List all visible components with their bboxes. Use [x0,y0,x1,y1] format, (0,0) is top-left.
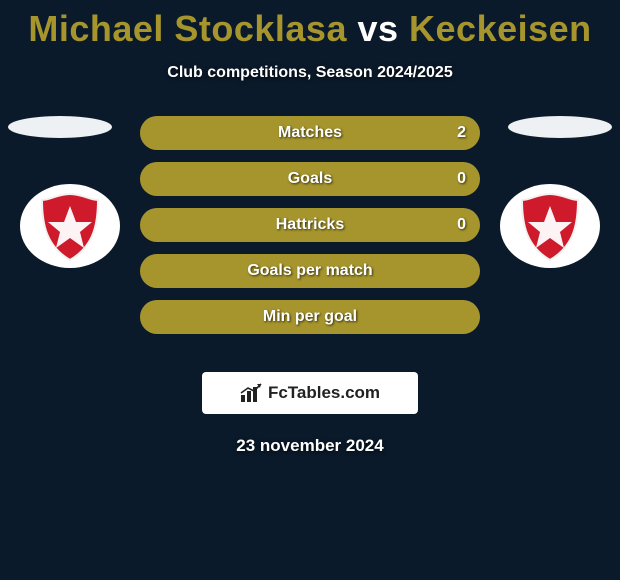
stat-bar: Goals per match [140,254,480,288]
stat-label: Min per goal [140,308,480,326]
player-right-ellipse [508,116,612,138]
stat-label: Goals [140,170,480,188]
title-player-left: Michael Stocklasa [28,8,347,49]
title-player-right: Keckeisen [409,8,592,49]
brand-text: FcTables.com [268,383,380,403]
footer-date: 23 november 2024 [0,436,620,456]
comparison-card: Michael Stocklasa vs Keckeisen Club comp… [0,0,620,580]
club-crest-left [20,184,120,268]
crest-left-shield-icon [20,184,120,268]
stat-value-right: 0 [457,216,466,234]
title-vs: vs [347,8,409,49]
subtitle: Club competitions, Season 2024/2025 [0,64,620,82]
stat-bar: Matches2 [140,116,480,150]
stat-bar: Goals0 [140,162,480,196]
stat-label: Hattricks [140,216,480,234]
crest-right-shield-icon [500,184,600,268]
page-title: Michael Stocklasa vs Keckeisen [0,0,620,50]
stat-bars: Matches2Goals0Hattricks0Goals per matchM… [140,116,480,346]
stat-bar: Hattricks0 [140,208,480,242]
stat-label: Matches [140,124,480,142]
stat-label: Goals per match [140,262,480,280]
brand-box[interactable]: FcTables.com [202,372,418,414]
stat-value-right: 0 [457,170,466,188]
stat-bar: Min per goal [140,300,480,334]
comparison-arena: Matches2Goals0Hattricks0Goals per matchM… [0,116,620,356]
stat-value-right: 2 [457,124,466,142]
player-left-ellipse [8,116,112,138]
club-crest-right [500,184,600,268]
brand-chart-icon [240,383,262,403]
